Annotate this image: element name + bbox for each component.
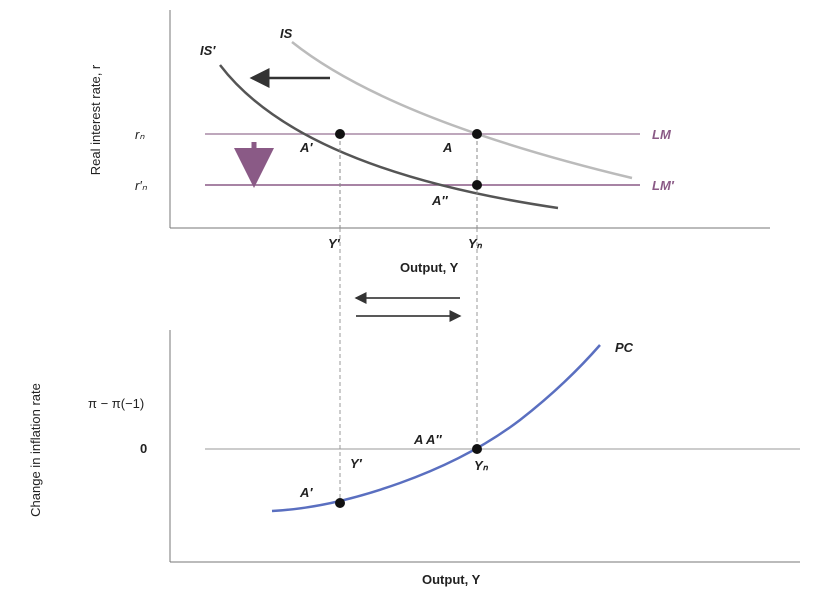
output-label: Y′ [328,236,341,251]
zero-label: 0 [140,441,147,456]
pc-curve [271,344,601,513]
output-label: Yₙ [474,458,489,473]
y-axis-label: Real interest rate, r [88,64,103,175]
point [472,444,482,454]
point-label: A [442,140,452,155]
x-axis-label: Output, Y [400,260,459,275]
rate-label: rₙ [135,127,145,142]
curve-label: PC [615,340,634,355]
rate-label: r′ₙ [135,178,148,193]
output-label: Y′ [350,456,363,471]
point-label: A A″ [413,432,442,447]
output-label: Yₙ [468,236,483,251]
is-curve [291,41,633,180]
y-quantity: π − π(−1) [88,396,144,411]
y-axis-label: Change in inflation rate [28,383,43,517]
point-label: A″ [431,193,448,208]
point-label: A′ [299,140,313,155]
curve-label: IS′ [200,43,216,58]
top-panel: IS IS′ LM LM′ rₙ r′ₙ A′ A A″ Y′ Yₙ Outpu… [88,10,770,275]
point-label: A′ [299,485,313,500]
curve-label: IS [280,26,293,41]
curve-label: LM′ [652,178,675,193]
x-axis-label: Output, Y [422,572,481,587]
is-shifted-curve [219,64,559,210]
point [472,129,482,139]
point [335,129,345,139]
curve-label: LM [652,127,672,142]
bottom-panel: PC π − π(−1) 0 A A″ A′ Y′ Yₙ Output, Y C… [28,330,800,587]
point [335,498,345,508]
point [472,180,482,190]
